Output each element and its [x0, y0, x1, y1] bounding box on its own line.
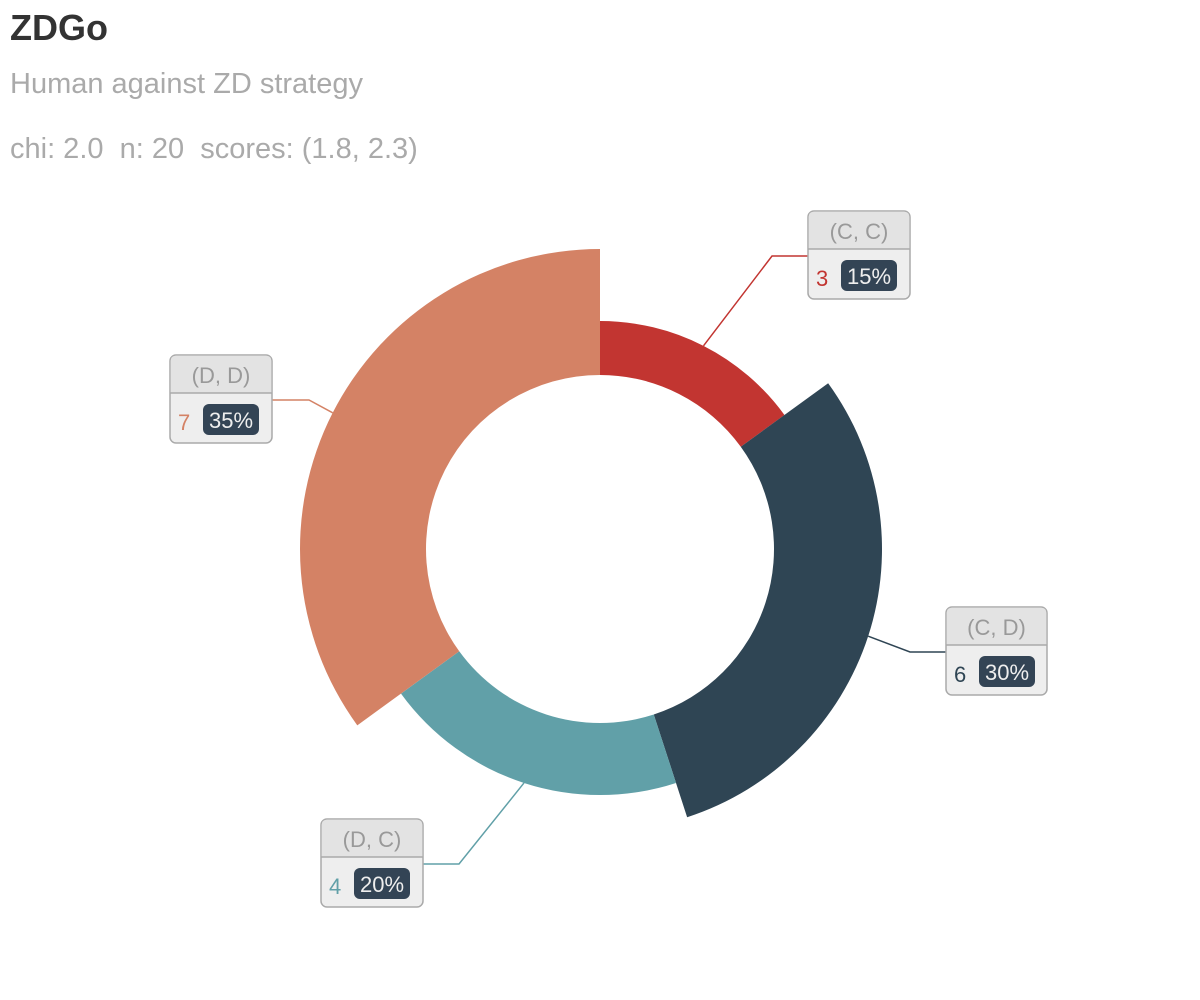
- slice-d-c: [400, 651, 677, 795]
- label-value: 7: [178, 410, 190, 435]
- label-value: 6: [954, 662, 966, 687]
- percent-badge: [203, 404, 259, 435]
- label-percent: 30%: [985, 660, 1029, 685]
- label-percent: 35%: [209, 408, 253, 433]
- chart-subtitle: Human against ZD strategy: [10, 68, 363, 100]
- slice-d-d: [300, 249, 600, 726]
- label-percent: 20%: [360, 872, 404, 897]
- label-percent: 15%: [847, 264, 891, 289]
- label-header-bg: [946, 607, 1047, 645]
- label-value: 4: [329, 874, 341, 899]
- label-header-bg: [321, 819, 423, 857]
- label-header-bg: [170, 355, 272, 393]
- percent-badge: [979, 656, 1035, 687]
- leader-line-d-c: [423, 782, 525, 865]
- leader-line-d-d: [272, 399, 334, 414]
- label-name: (D, C): [343, 827, 402, 852]
- slice-c-d: [653, 383, 882, 818]
- leader-line-c-c: [702, 255, 808, 347]
- leader-line-c-d: [867, 635, 946, 653]
- label-c-d: (C, D)6 30%: [945, 606, 1048, 696]
- chart-title: ZDGo: [10, 7, 108, 48]
- label-name: (C, C): [830, 219, 889, 244]
- label-name: (C, D): [967, 615, 1026, 640]
- chart-subtitle-stats: chi: 2.0 n: 20 scores: (1.8, 2.3): [10, 133, 418, 165]
- percent-badge: [841, 260, 897, 291]
- label-c-c: (C, C)3 15%: [807, 210, 911, 300]
- label-name: (D, D): [192, 363, 251, 388]
- label-header-bg: [808, 211, 910, 249]
- label-d-c: (D, C)4 20%: [320, 818, 424, 908]
- label-value: 3: [816, 266, 828, 291]
- slice-c-c: [600, 321, 785, 447]
- label-d-d: (D, D)7 35%: [169, 354, 273, 444]
- percent-badge: [354, 868, 410, 899]
